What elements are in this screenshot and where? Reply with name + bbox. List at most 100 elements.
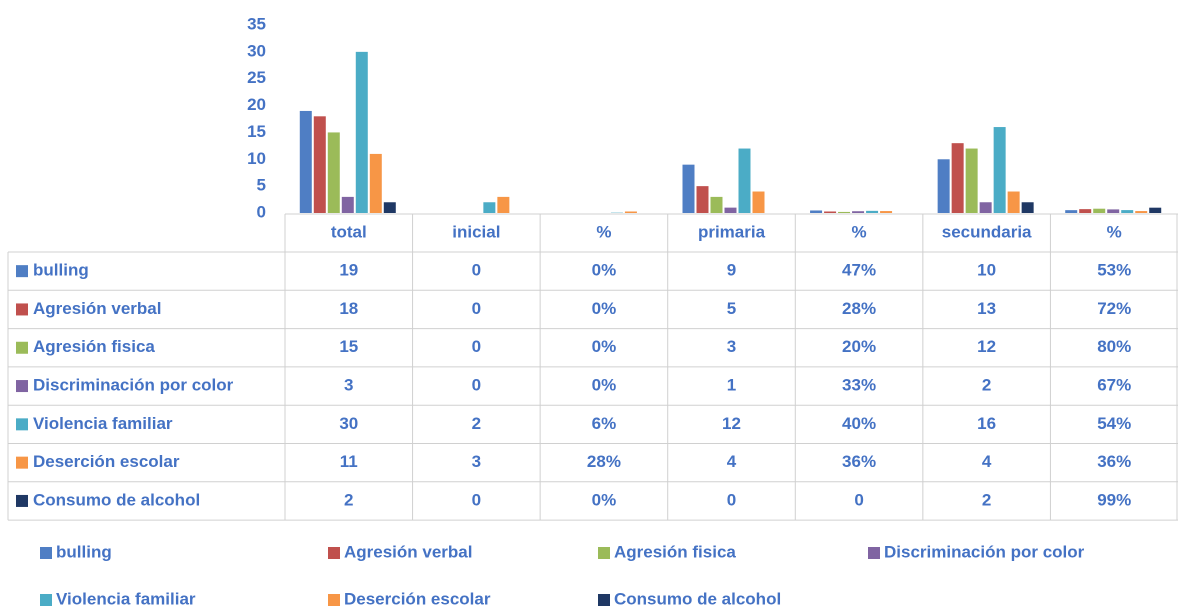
bar bbox=[880, 211, 893, 213]
y-tick-label: 5 bbox=[257, 176, 266, 195]
table-cell: 36% bbox=[842, 452, 876, 471]
bar bbox=[696, 186, 709, 213]
table-cell: 0 bbox=[727, 490, 736, 509]
bar bbox=[710, 196, 723, 213]
bar bbox=[313, 116, 326, 213]
legend-label: Violencia familiar bbox=[56, 589, 196, 608]
bar bbox=[993, 127, 1006, 213]
row-label: Agresión verbal bbox=[33, 299, 162, 318]
table-cell: 0% bbox=[592, 376, 617, 395]
table-cell: 12 bbox=[977, 337, 996, 356]
table-cell: 80% bbox=[1097, 337, 1131, 356]
legend-key bbox=[16, 418, 28, 431]
bar bbox=[979, 202, 992, 213]
bar bbox=[341, 196, 354, 213]
table-cell: 0 bbox=[854, 490, 863, 509]
table-cell: 2 bbox=[344, 490, 353, 509]
table-cell: 40% bbox=[842, 414, 876, 433]
table-cell: 6% bbox=[592, 414, 617, 433]
table-cell: 16 bbox=[977, 414, 996, 433]
table-cell: 72% bbox=[1097, 299, 1131, 318]
bar bbox=[824, 211, 837, 213]
table-cell: 2 bbox=[982, 376, 991, 395]
legend-label: Agresión verbal bbox=[344, 542, 473, 561]
bar bbox=[965, 148, 978, 213]
bar bbox=[1093, 208, 1106, 213]
bar bbox=[1079, 209, 1092, 213]
table-cell: 12 bbox=[722, 414, 741, 433]
bar bbox=[497, 196, 510, 213]
legend-key bbox=[16, 265, 28, 278]
bar bbox=[724, 207, 737, 213]
legend-key bbox=[16, 380, 28, 393]
row-label: Discriminación por color bbox=[33, 376, 234, 395]
bar bbox=[852, 211, 865, 213]
bar bbox=[383, 202, 396, 213]
table-cell: 99% bbox=[1097, 490, 1131, 509]
bar bbox=[369, 153, 382, 213]
table-cell: 0% bbox=[592, 299, 617, 318]
bar bbox=[1149, 207, 1162, 213]
table-cell: 18 bbox=[339, 299, 358, 318]
y-tick-label: 35 bbox=[247, 14, 266, 33]
bar bbox=[752, 191, 765, 213]
table-header: % bbox=[1107, 222, 1122, 241]
table-cell: 10 bbox=[977, 261, 996, 280]
table-cell: 0 bbox=[472, 261, 481, 280]
table-cell: 36% bbox=[1097, 452, 1131, 471]
y-tick-label: 15 bbox=[247, 122, 266, 141]
legend-key bbox=[16, 456, 28, 469]
table-cell: 67% bbox=[1097, 376, 1131, 395]
table-cell: 15 bbox=[339, 337, 358, 356]
table-cell: 0 bbox=[472, 337, 481, 356]
row-label: Consumo de alcohol bbox=[33, 490, 200, 509]
table-cell: 13 bbox=[977, 299, 996, 318]
legend-key bbox=[328, 547, 340, 559]
table-cell: 0% bbox=[592, 337, 617, 356]
table-cell: 30 bbox=[339, 414, 358, 433]
y-tick-label: 0 bbox=[257, 202, 266, 221]
y-tick-label: 30 bbox=[247, 41, 266, 60]
table-cell: 53% bbox=[1097, 261, 1131, 280]
table-cell: 28% bbox=[842, 299, 876, 318]
table-cell: 0% bbox=[592, 490, 617, 509]
table-header: % bbox=[596, 222, 611, 241]
row-label: bulling bbox=[33, 261, 89, 280]
table-cell: 20% bbox=[842, 337, 876, 356]
bar bbox=[810, 210, 823, 213]
table-cell: 0 bbox=[472, 299, 481, 318]
row-label: Agresión fisica bbox=[33, 337, 155, 356]
table-header: secundaria bbox=[942, 222, 1032, 241]
bar bbox=[738, 148, 751, 213]
table-cell: 54% bbox=[1097, 414, 1131, 433]
table-cell: 28% bbox=[587, 452, 621, 471]
bar bbox=[682, 164, 695, 213]
legend-label: bulling bbox=[56, 542, 112, 561]
table-cell: 3 bbox=[727, 337, 736, 356]
table-cell: 0% bbox=[592, 261, 617, 280]
table-cell: 3 bbox=[472, 452, 481, 471]
legend-label: Consumo de alcohol bbox=[614, 589, 781, 608]
table-cell: 33% bbox=[842, 376, 876, 395]
bar bbox=[1135, 211, 1148, 213]
bar bbox=[838, 211, 851, 213]
legend-key bbox=[16, 341, 28, 354]
table-cell: 47% bbox=[842, 261, 876, 280]
legend-label: Deserción escolar bbox=[344, 589, 491, 608]
bar bbox=[1007, 191, 1020, 213]
table-header: inicial bbox=[452, 222, 500, 241]
table-cell: 4 bbox=[727, 452, 737, 471]
bar bbox=[483, 202, 496, 213]
table-header: % bbox=[852, 222, 867, 241]
table-header: total bbox=[331, 222, 367, 241]
y-tick-label: 25 bbox=[247, 68, 266, 87]
legend-key bbox=[328, 594, 340, 606]
bar bbox=[1121, 210, 1134, 213]
y-tick-label: 10 bbox=[247, 149, 266, 168]
bar bbox=[1107, 209, 1120, 213]
table-cell: 19 bbox=[339, 261, 358, 280]
bar bbox=[1021, 202, 1034, 213]
legend-key bbox=[40, 547, 52, 559]
bar bbox=[937, 159, 950, 213]
